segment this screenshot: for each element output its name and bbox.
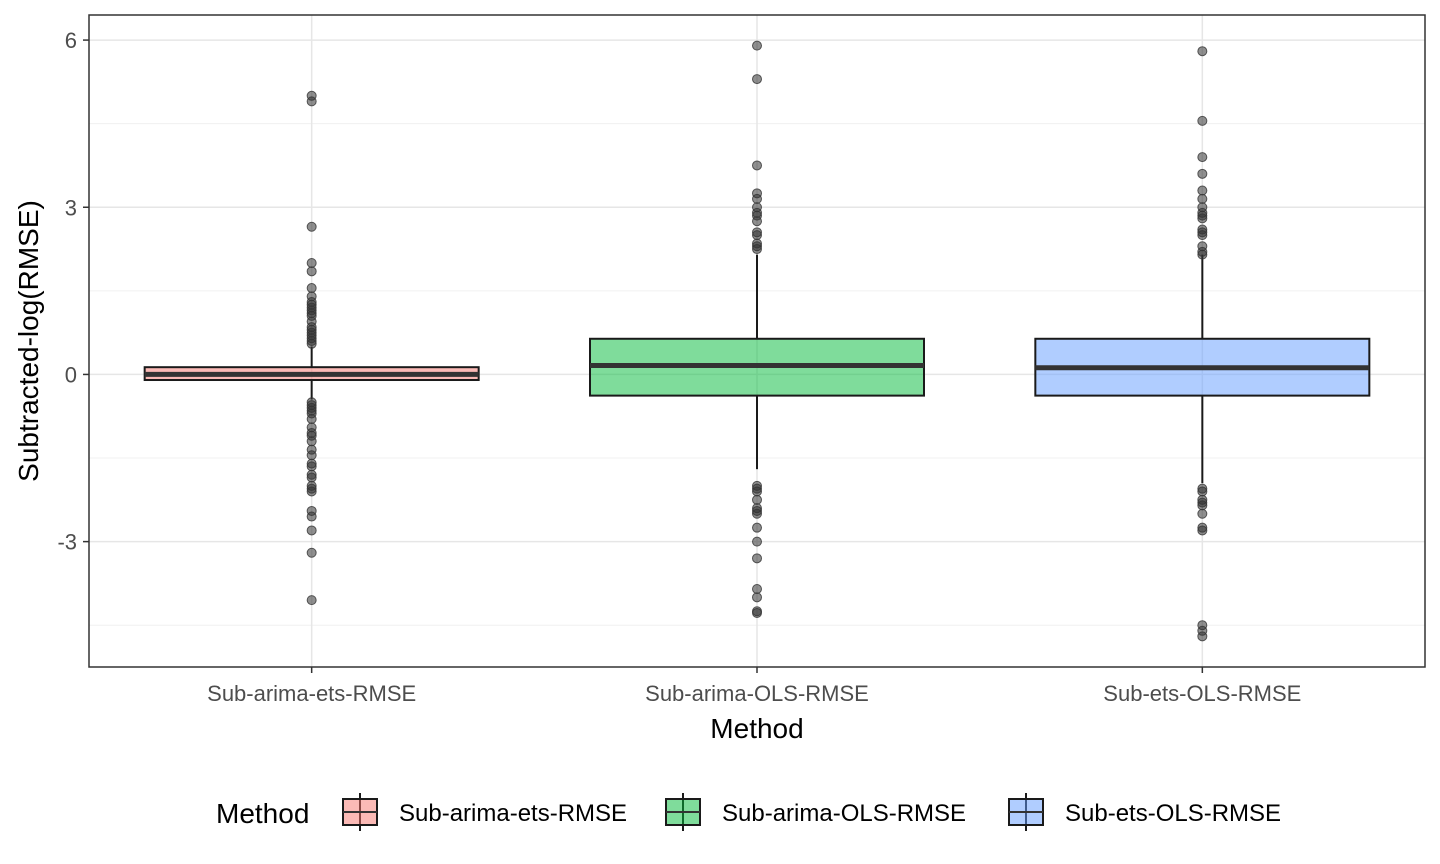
outlier-point: [306, 257, 317, 268]
outlier-point: [752, 553, 762, 564]
outlier-point: [752, 74, 762, 85]
outlier-point: [306, 525, 317, 536]
outlier-point: [306, 595, 317, 606]
y-tick-label: 6: [65, 28, 77, 53]
outlier-point: [752, 592, 762, 603]
outlier-point: [752, 508, 762, 519]
outlier-point: [306, 266, 317, 277]
x-tick-label: Sub-arima-ets-RMSE: [207, 681, 416, 706]
outlier-point: [306, 436, 317, 447]
box-group: [589, 40, 925, 618]
outlier-point: [752, 536, 762, 547]
box-group: [143, 90, 480, 606]
outlier-point: [752, 230, 762, 241]
outlier-point: [306, 486, 317, 497]
legend: Method Sub-arima-ets-RMSE Sub-arima-OLS-R…: [216, 793, 1281, 831]
outlier-point: [1197, 631, 1208, 642]
outlier-point: [752, 494, 762, 505]
outlier-point: [1197, 152, 1208, 163]
outlier-point: [752, 244, 762, 255]
outlier-point: [1197, 193, 1208, 204]
legend-item: Sub-arima-ets-RMSE: [342, 793, 627, 831]
outlier-point: [752, 193, 762, 204]
legend-item: Sub-arima-OLS-RMSE: [665, 793, 966, 831]
outlier-point: [306, 96, 317, 107]
outlier-point: [306, 283, 317, 294]
outlier-point: [306, 221, 317, 232]
outlier-point: [306, 461, 317, 472]
outlier-point: [1197, 486, 1208, 497]
legend-label: Sub-arima-ets-RMSE: [399, 800, 627, 827]
outlier-point: [752, 160, 762, 171]
y-tick-label: -3: [57, 530, 77, 555]
outlier-point: [306, 450, 317, 461]
x-axis-title: Method: [710, 713, 803, 744]
outlier-point: [1197, 525, 1208, 536]
legend-title: Method: [216, 798, 309, 829]
box-group: [1034, 46, 1371, 642]
y-tick-label: 3: [65, 195, 77, 220]
outlier-point: [1197, 46, 1208, 57]
outlier-point: [306, 414, 317, 425]
outlier-point: [752, 40, 762, 51]
outlier-point: [752, 522, 762, 533]
boxplots: [143, 40, 1371, 642]
y-axis-title: Subtracted-log(RMSE): [13, 200, 44, 482]
x-tick-label: Sub-ets-OLS-RMSE: [1103, 681, 1301, 706]
y-tick-label: 0: [65, 362, 77, 387]
outlier-point: [1197, 213, 1208, 224]
outlier-point: [752, 583, 762, 594]
outlier-point: [1197, 115, 1208, 126]
outlier-point: [306, 338, 317, 349]
outlier-point: [752, 486, 762, 497]
outlier-point: [752, 216, 762, 227]
outlier-point: [1197, 249, 1208, 260]
legend-label: Sub-ets-OLS-RMSE: [1065, 800, 1281, 827]
x-axis: Sub-arima-ets-RMSE Sub-arima-OLS-RMSE Sub-…: [207, 667, 1301, 706]
outlier-point: [306, 547, 317, 558]
outlier-point: [1197, 168, 1208, 179]
legend-label: Sub-arima-OLS-RMSE: [722, 800, 966, 827]
outlier-point: [1197, 508, 1208, 519]
x-tick-label: Sub-arima-OLS-RMSE: [645, 681, 869, 706]
outlier-point: [306, 511, 317, 522]
legend-item: Sub-ets-OLS-RMSE: [1008, 793, 1281, 831]
outlier-point: [752, 607, 762, 618]
outlier-point: [1197, 230, 1208, 241]
outlier-point: [306, 472, 317, 483]
y-axis: 6 3 0 -3: [57, 28, 89, 555]
outlier-point: [1197, 185, 1208, 196]
outlier-point: [1197, 500, 1208, 511]
